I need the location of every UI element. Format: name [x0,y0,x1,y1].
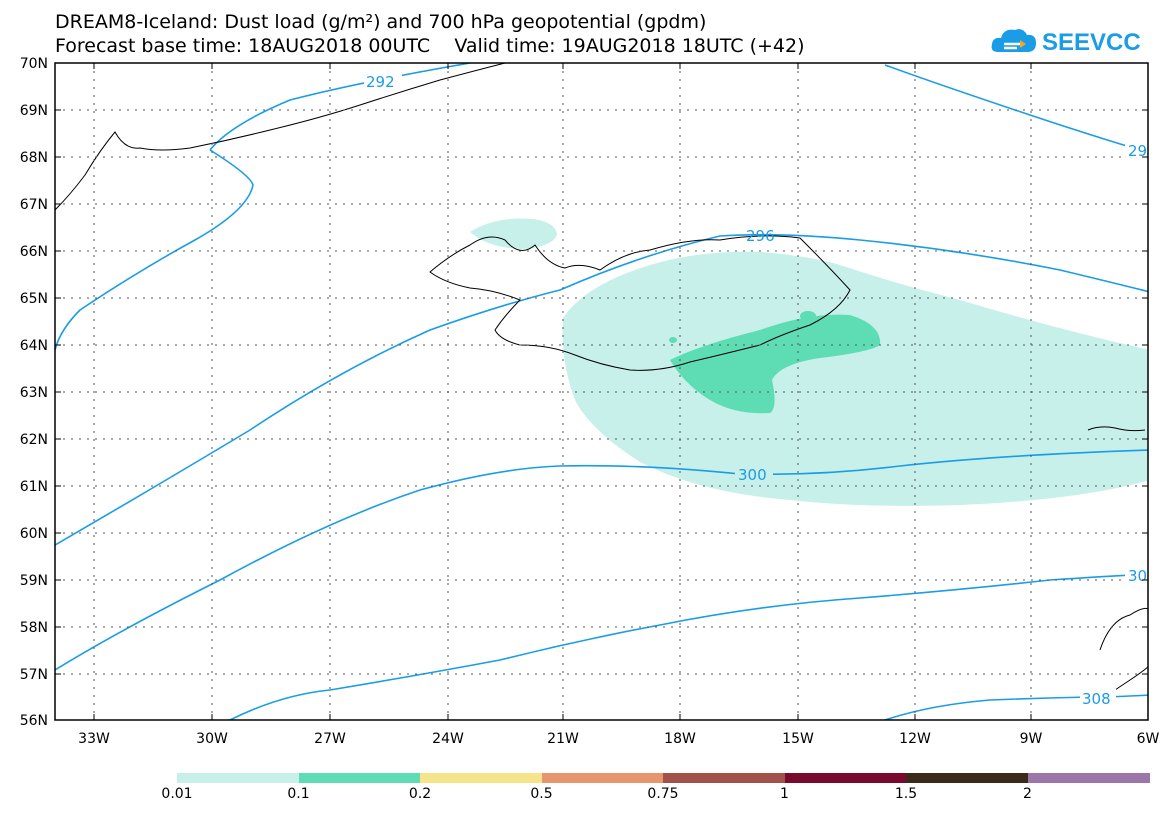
coastline-iceland [429,235,851,371]
colorbar-label: 1 [780,786,789,802]
colorbar-segment [1027,773,1150,783]
lat-label: 56N [20,713,48,729]
contour-292-east [884,64,1141,151]
lon-label: 24W [432,731,464,747]
colorbar-label: 0.2 [408,786,432,802]
contour-label: 292 [366,73,395,91]
lat-label: 63N [20,385,48,401]
contour-label: 300 [738,466,767,484]
lon-label: 6W [1137,731,1160,747]
lat-label: 59N [20,573,48,589]
lon-label: 15W [782,731,814,747]
lat-label: 62N [20,432,48,448]
contour-label: 30 [1128,567,1147,585]
lat-label: 70N [20,56,48,72]
logo-text: SEEVCCC [1042,29,1140,56]
colorbar-segment [663,773,785,783]
contour-296 [55,233,1148,546]
contour-292 [55,63,471,351]
contour-label: 308 [1082,690,1111,708]
lat-label: 65N [20,291,48,307]
lat-label: 60N [20,526,48,542]
lat-label: 58N [20,620,48,636]
lon-label: 30W [196,731,228,747]
seevccc-logo: SEEVCCC [991,29,1140,56]
lon-label: 12W [899,731,931,747]
colorbar-label: 0.01 [161,786,193,802]
colorbar-segment [177,773,299,783]
lon-label: 33W [78,731,110,747]
coastline-scotland [1099,607,1148,701]
lon-label: 9W [1020,731,1043,747]
lat-label: 61N [20,479,48,495]
dust-area-low [669,337,677,343]
dust-area-low [470,218,557,249]
colorbar-segment [298,773,421,783]
lon-label: 21W [547,731,579,747]
lat-label: 68N [20,150,48,166]
dust-area-mid [800,311,816,321]
lat-label: 57N [20,667,48,683]
map-title: DREAM8-Iceland: Dust load (g/m²) and 700… [55,11,707,33]
colorbar-segment [906,773,1028,783]
contour-label: 29 [1128,142,1147,160]
lat-label: 67N [20,197,48,213]
dust-area-low [562,251,1148,506]
colorbar [177,773,1150,783]
dust-area-mid [670,314,881,414]
colorbar-label: 1.5 [894,786,918,802]
lon-label: 18W [664,731,696,747]
coastline-faroe [1087,426,1146,432]
cloud-icon [991,29,1036,52]
contour-300 [55,449,1148,671]
lon-label: 27W [314,731,346,747]
lat-label: 66N [20,244,48,260]
colorbar-label: 2 [1023,786,1032,802]
colorbar-label: 0.1 [287,786,310,802]
colorbar-segment [784,773,907,783]
lat-label: 69N [20,103,48,119]
colorbar-segment [420,773,542,783]
map-subtitle: Forecast base time: 18AUG2018 00UTC Vali… [55,35,805,57]
colorbar-label: 0.5 [530,786,553,802]
contour-label: 296 [746,227,775,245]
lat-label: 64N [20,338,48,354]
coastline-greenland [55,63,506,211]
contour-304 [229,573,1148,720]
colorbar-segment [541,773,664,783]
colorbar-label: 0.75 [647,786,679,802]
